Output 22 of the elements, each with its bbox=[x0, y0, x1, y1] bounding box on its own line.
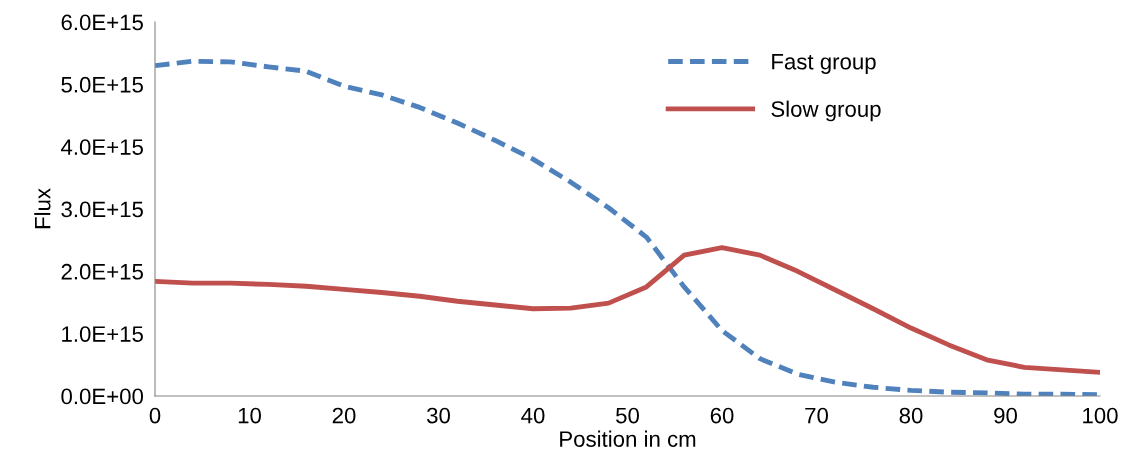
y-axis-title: Flux bbox=[34, 188, 51, 229]
x-tick-label: 20 bbox=[332, 407, 356, 424]
x-tick-label: 100 bbox=[1083, 407, 1118, 424]
x-axis-title: Position in cm bbox=[560, 430, 696, 447]
y-tick-label: 6.0E+15 bbox=[61, 14, 143, 31]
x-tick-label: 60 bbox=[710, 407, 734, 424]
x-tick-label: 0 bbox=[149, 407, 161, 424]
y-tick-label: 4.0E+15 bbox=[60, 139, 143, 155]
legend-label: Fast group bbox=[772, 54, 876, 74]
y-tick-label: 3.0E+15 bbox=[61, 201, 143, 218]
y-tick-label: 1.0E+15 bbox=[62, 326, 143, 342]
legend-label: Slow group bbox=[771, 100, 881, 122]
x-tick-label: 10 bbox=[238, 407, 261, 424]
y-tick-label: 2.0E+15 bbox=[61, 263, 143, 280]
y-tick-label: 5.0E+15 bbox=[61, 76, 143, 93]
y-tick-label: 0.0E+00 bbox=[61, 388, 144, 405]
x-tick-label: 90 bbox=[994, 407, 1017, 424]
x-tick-label: 70 bbox=[805, 407, 828, 424]
x-tick-label: 80 bbox=[899, 407, 923, 424]
x-tick-label: 30 bbox=[426, 407, 450, 424]
x-tick-label: 40 bbox=[521, 407, 545, 424]
x-tick-label: 50 bbox=[616, 407, 639, 424]
